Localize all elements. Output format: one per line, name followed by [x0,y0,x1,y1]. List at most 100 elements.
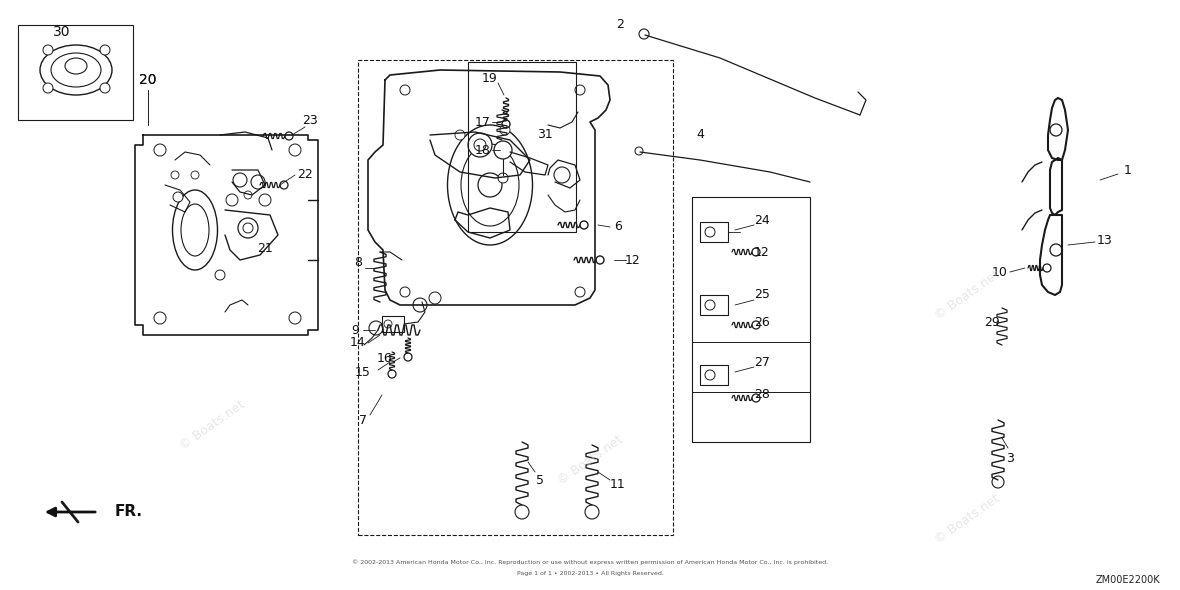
Text: 7: 7 [359,414,367,427]
Text: 22: 22 [297,169,313,182]
Text: 27: 27 [754,356,769,369]
Circle shape [173,192,183,202]
Circle shape [575,287,585,297]
Text: 19: 19 [483,71,498,84]
Circle shape [514,505,529,519]
Circle shape [42,83,53,93]
Bar [468,62,576,232]
Ellipse shape [461,144,519,226]
Circle shape [500,125,510,135]
Text: 30: 30 [53,25,71,39]
Circle shape [155,312,166,324]
Ellipse shape [447,125,532,245]
Circle shape [191,171,199,179]
Circle shape [1050,124,1062,136]
Circle shape [400,85,409,95]
Circle shape [553,167,570,183]
Text: 6: 6 [614,221,622,234]
Bar [700,295,728,315]
Bar [382,316,404,332]
Circle shape [575,85,585,95]
Text: 14: 14 [350,336,366,349]
Ellipse shape [51,53,101,87]
Circle shape [478,173,502,197]
Circle shape [244,191,253,199]
Bar [358,60,673,535]
Text: 20: 20 [139,73,157,87]
Text: 18: 18 [476,143,491,156]
Text: © Boats.net: © Boats.net [177,398,248,452]
Circle shape [42,45,53,55]
Text: 20: 20 [139,73,157,87]
Ellipse shape [172,190,217,270]
Circle shape [171,171,179,179]
Text: 1: 1 [1125,163,1132,176]
Circle shape [704,370,715,380]
Text: 23: 23 [302,113,317,126]
Text: 10: 10 [992,266,1008,278]
Circle shape [238,218,258,238]
Text: © Boats.net: © Boats.net [555,433,625,487]
Text: 5: 5 [536,474,544,487]
Circle shape [100,45,110,55]
Circle shape [258,194,271,206]
Circle shape [289,144,301,156]
Circle shape [369,321,384,335]
Text: 12: 12 [625,254,641,267]
Circle shape [232,173,247,187]
Circle shape [100,83,110,93]
Circle shape [388,370,396,378]
Bar [700,365,728,385]
Text: 13: 13 [1097,234,1113,247]
Text: 21: 21 [257,241,273,254]
Text: 25: 25 [754,289,769,301]
Circle shape [243,223,253,233]
Text: FR.: FR. [114,504,143,520]
Circle shape [384,320,392,328]
Circle shape [581,221,588,229]
Text: 12: 12 [754,245,769,258]
Circle shape [289,312,301,324]
Circle shape [752,248,760,256]
Circle shape [251,175,266,189]
Circle shape [155,144,166,156]
Circle shape [468,133,492,157]
Text: 8: 8 [354,255,362,268]
Ellipse shape [65,58,87,74]
Text: 16: 16 [378,352,393,365]
Circle shape [635,147,643,155]
Circle shape [1043,264,1051,272]
Circle shape [455,130,465,140]
Text: 28: 28 [754,388,769,402]
Ellipse shape [40,45,112,95]
Text: 9: 9 [352,323,359,336]
Circle shape [704,300,715,310]
Circle shape [400,287,409,297]
Text: 2: 2 [616,18,624,31]
Text: 4: 4 [696,129,704,142]
Circle shape [413,298,427,312]
Circle shape [752,321,760,329]
Text: 3: 3 [1007,451,1014,464]
Circle shape [498,173,509,183]
Circle shape [1050,244,1062,256]
Circle shape [992,476,1004,488]
Circle shape [494,141,512,159]
Circle shape [215,270,225,280]
Text: 29: 29 [984,316,999,329]
Circle shape [752,394,760,402]
Text: © 2002-2013 American Honda Motor Co., Inc. Reproduction or use without express w: © 2002-2013 American Honda Motor Co., In… [352,559,828,565]
Text: 31: 31 [537,129,553,142]
Circle shape [430,292,441,304]
Circle shape [585,505,599,519]
Circle shape [280,181,288,189]
Bar [18,25,133,120]
Text: © Boats.net: © Boats.net [932,268,1003,322]
Circle shape [474,139,486,151]
Bar [700,222,728,242]
Text: ZM00E2200K: ZM00E2200K [1095,575,1160,585]
Ellipse shape [181,204,209,256]
Circle shape [704,227,715,237]
Circle shape [640,29,649,39]
Circle shape [596,256,604,264]
